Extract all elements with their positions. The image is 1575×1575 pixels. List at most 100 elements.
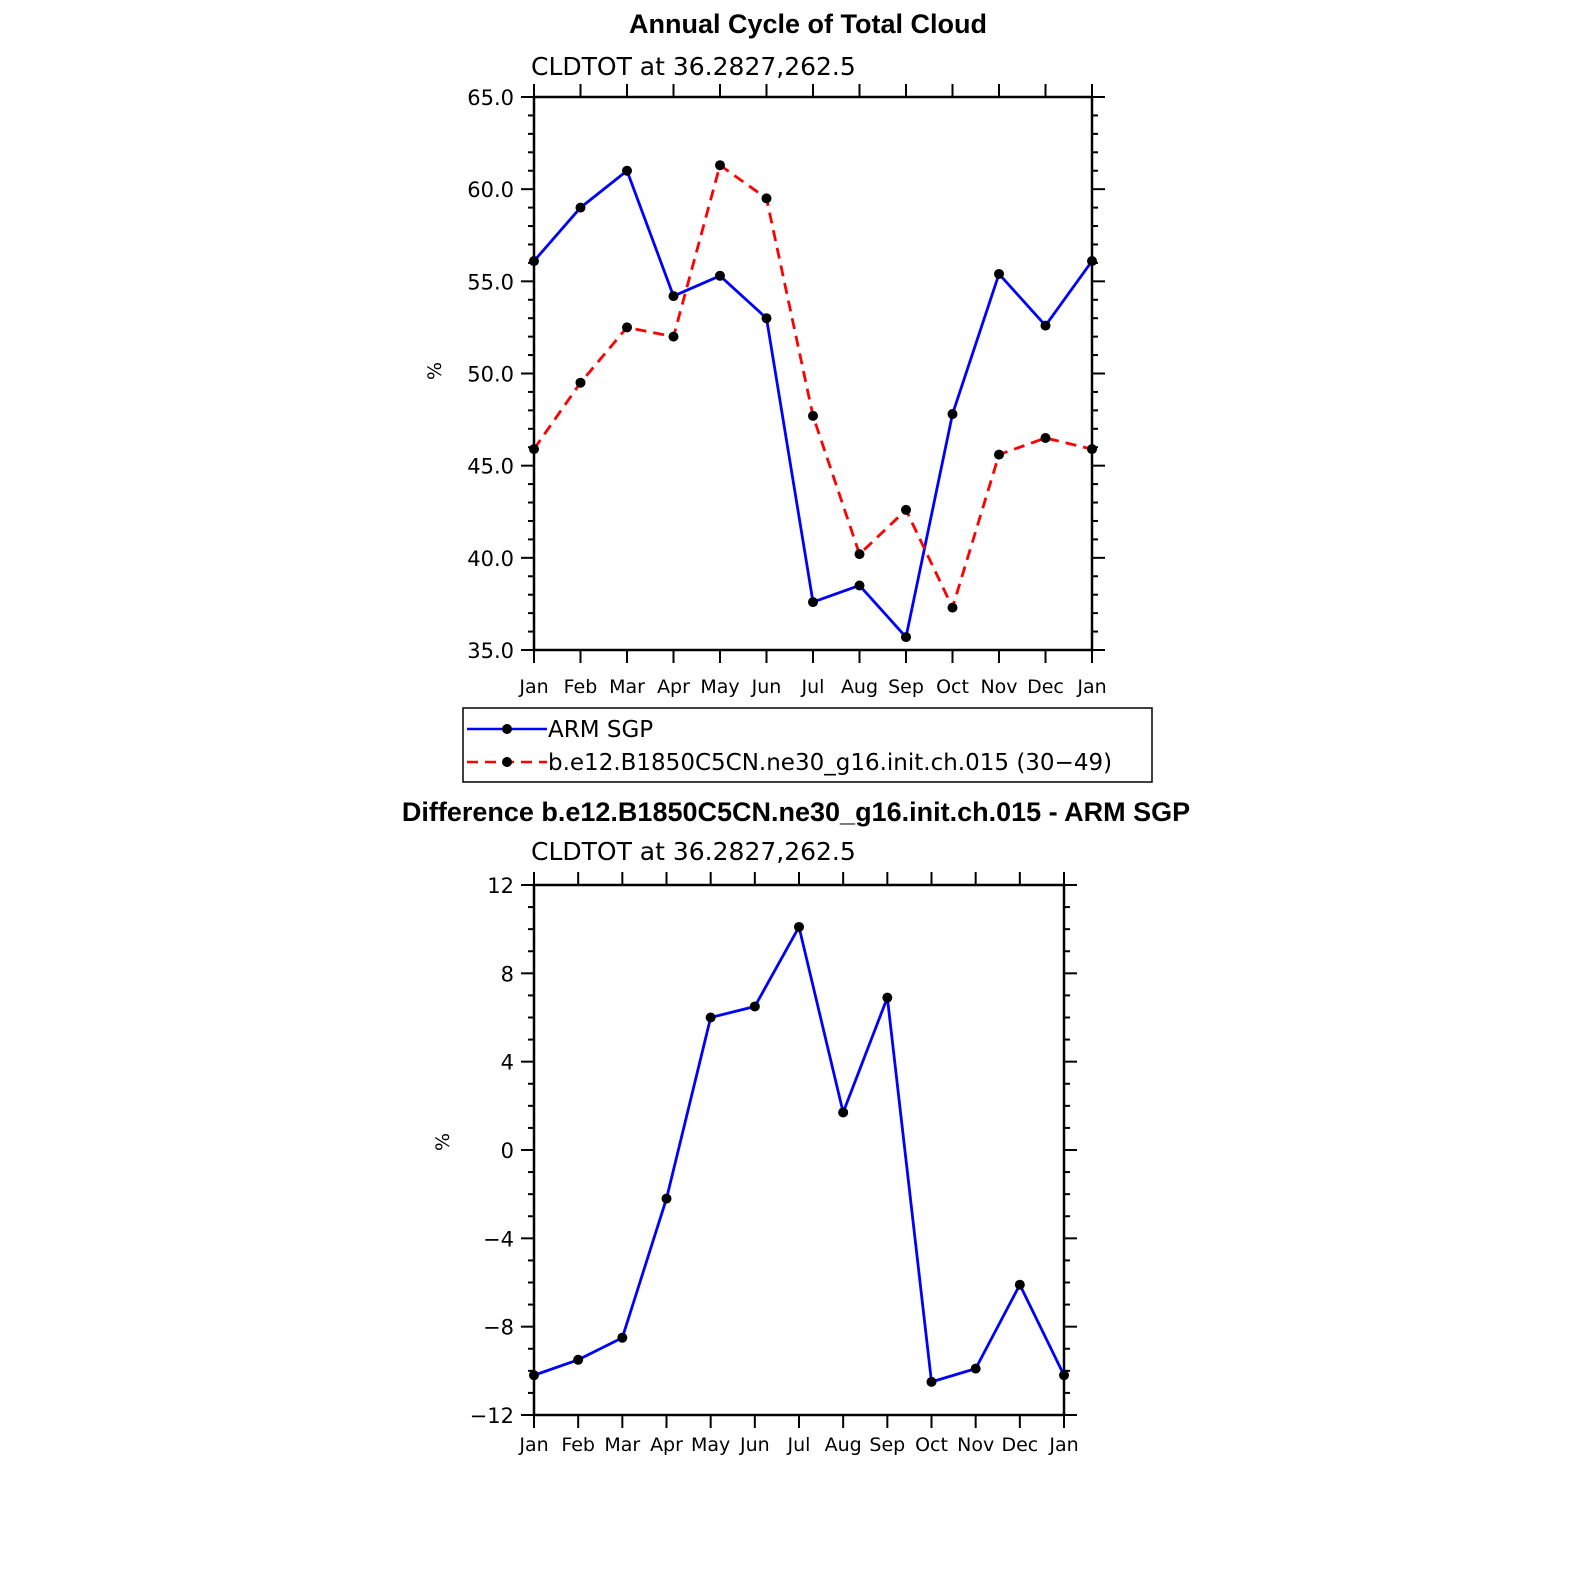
series-0-point — [970, 1363, 981, 1374]
x-tick-label: Apr — [650, 1434, 683, 1456]
x-tick-label: Jun — [751, 676, 782, 698]
x-tick-label: Feb — [564, 676, 598, 698]
x-tick-label: Mar — [609, 676, 645, 698]
series-0-point — [617, 1332, 628, 1343]
legend-box — [462, 707, 1153, 783]
series-0-point — [901, 632, 911, 643]
series-1-point — [575, 377, 586, 388]
series-1-point — [994, 449, 1004, 460]
x-tick-label: Sep — [888, 676, 924, 698]
difference-subtitle: CLDTOT at 36.2827,262.5 — [531, 837, 856, 866]
series-line-0 — [533, 925, 1066, 1384]
x-tick-label: Aug — [841, 676, 878, 698]
series-0-point — [575, 202, 586, 213]
legend: ARM SGP b.e12.B1850C5CN.ne30_g16.init.ch… — [462, 707, 1153, 783]
difference-plot-area: −12 −8 −4 0 4 8 12 Jan Feb Mar Apr May Jun Jul Aug Sep O… — [470, 872, 1079, 1456]
series-1-point — [668, 331, 679, 342]
series-1-point — [761, 193, 772, 204]
series-0-point — [529, 1370, 539, 1381]
x-tick-label: Sep — [869, 1434, 905, 1456]
series-0-point — [661, 1193, 672, 1204]
x-tick-label: Jun — [739, 1434, 770, 1456]
series-0-point — [838, 1107, 849, 1118]
series-0-point — [529, 256, 539, 267]
series-0-point — [994, 268, 1004, 279]
x-tick-label: Mar — [604, 1434, 640, 1456]
x-tick-label: Oct — [915, 1434, 948, 1456]
series-0-point — [705, 1012, 716, 1023]
x-tick-label: Apr — [657, 676, 690, 698]
series-0-point — [1040, 320, 1051, 331]
y-tick-label: 4 — [501, 1051, 514, 1075]
series-line-1 — [532, 163, 1093, 610]
series-0-point — [715, 270, 725, 281]
y-tick-label: 65.0 — [467, 86, 514, 110]
legend-item-arm-sgp: ARM SGP — [467, 717, 653, 743]
x-tick-label: Aug — [825, 1434, 862, 1456]
x-tick-label: Nov — [980, 676, 1017, 698]
series-0-point — [668, 291, 679, 302]
y-tick-label: −4 — [483, 1227, 514, 1251]
x-tick-label: Oct — [936, 676, 969, 698]
y-tick-label: 35.0 — [467, 639, 514, 663]
series-0-point — [947, 409, 958, 420]
annual-cycle-subtitle: CLDTOT at 36.2827,262.5 — [531, 52, 856, 81]
x-tick-label: Nov — [957, 1434, 994, 1456]
x-tick-label: May — [700, 676, 739, 698]
series-0-point — [749, 1001, 760, 1012]
x-tick-label: Jan — [1048, 1434, 1078, 1456]
legend-label-model: b.e12.B1850C5CN.ne30_g16.init.ch.015 (30… — [548, 750, 1112, 776]
series-line-0 — [532, 169, 1094, 639]
x-tick-label: Jan — [518, 1434, 548, 1456]
annual-cycle-plot-area: 35.0 40.0 45.0 50.0 55.0 60.0 65.0 Jan Feb Mar Apr… — [467, 84, 1107, 698]
series-1-point — [901, 504, 911, 515]
x-tick-label: Jan — [518, 676, 548, 698]
legend-label-arm-sgp: ARM SGP — [548, 717, 653, 743]
legend-swatch-marker — [502, 757, 512, 767]
y-tick-label: 40.0 — [467, 547, 514, 571]
series-0-point — [1087, 256, 1097, 267]
series-1-point — [947, 602, 958, 613]
series-0-point — [573, 1354, 584, 1365]
difference-ylabel: % — [432, 1133, 454, 1151]
series-1-point — [1087, 444, 1097, 455]
series-0-point — [808, 597, 818, 608]
y-tick-label: −8 — [483, 1316, 514, 1340]
legend-item-model: b.e12.B1850C5CN.ne30_g16.init.ch.015 (30… — [467, 750, 1112, 776]
y-tick-label: 60.0 — [467, 178, 514, 202]
series-0-point — [794, 921, 804, 932]
plot-frame — [532, 883, 1066, 1417]
series-0-point — [1014, 1279, 1025, 1290]
y-tick-label: −12 — [470, 1404, 514, 1428]
x-tick-label: Jan — [1076, 676, 1106, 698]
difference-title: Difference b.e12.B1850C5CN.ne30_g16.init… — [402, 797, 1190, 827]
x-tick-label: Jul — [801, 676, 825, 698]
x-tick-label: Dec — [1001, 1434, 1038, 1456]
series-1-point — [529, 444, 539, 455]
legend-swatch-marker — [502, 724, 512, 734]
x-tick-label: May — [691, 1434, 730, 1456]
annual-cycle-ylabel: % — [424, 362, 446, 380]
annual-cycle-chart: Annual Cycle of Total Cloud CLDTOT at 36… — [424, 9, 1107, 698]
y-tick-label: 50.0 — [467, 363, 514, 387]
series-1-point — [1040, 433, 1051, 444]
series-0-point — [854, 580, 865, 591]
x-tick-label: Feb — [561, 1434, 595, 1456]
series-1-point — [622, 322, 632, 333]
series-1-point — [808, 410, 818, 421]
series-0-point — [761, 313, 772, 324]
annual-cycle-title: Annual Cycle of Total Cloud — [629, 9, 987, 39]
y-tick-label: 8 — [501, 962, 514, 986]
y-tick-label: 12 — [487, 874, 514, 898]
y-tick-label: 0 — [501, 1139, 514, 1163]
series-1-point — [715, 160, 725, 171]
x-tick-label: Dec — [1027, 676, 1064, 698]
series-0-point — [926, 1376, 937, 1387]
plot-frame — [532, 95, 1094, 652]
y-tick-label: 45.0 — [467, 455, 514, 479]
series-0-point — [882, 992, 893, 1003]
series-0-point — [1059, 1370, 1069, 1381]
y-tick-label: 55.0 — [467, 270, 514, 294]
x-tick-label: Jul — [787, 1434, 811, 1456]
